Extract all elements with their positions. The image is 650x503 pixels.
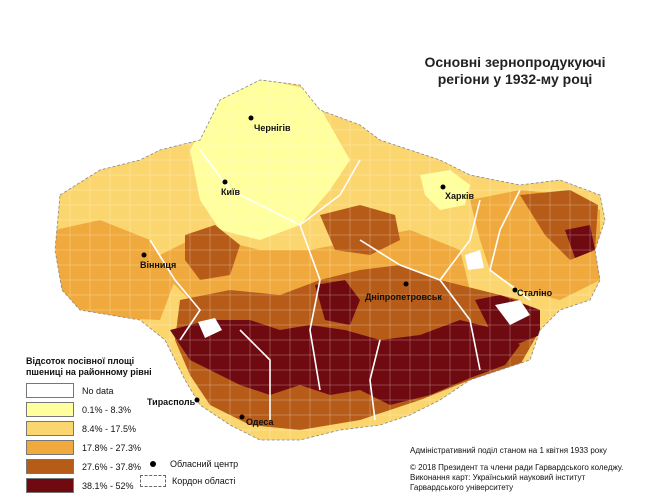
city-stalino: Сталіно xyxy=(512,287,553,298)
legend-swatch xyxy=(26,402,74,417)
city-tiraspol: Тирасполь xyxy=(147,397,200,407)
title-line: регіони у 1932-му році xyxy=(437,71,593,87)
city-label: Чернігів xyxy=(254,123,291,133)
oblast-borders xyxy=(149,149,531,421)
legend-title: Відсоток посівної площі пшениці на район… xyxy=(26,356,196,378)
legend-swatch xyxy=(26,383,74,398)
border-label: Кордон області xyxy=(172,475,236,486)
city-dot xyxy=(141,252,147,258)
credit-line: Виконання карт: Український науковий інс… xyxy=(410,473,586,482)
credit-line: © 2018 Президент та члени ради Гарвардсь… xyxy=(410,463,624,472)
region-nodata-2 xyxy=(495,300,530,325)
city-label: Одеса xyxy=(246,417,274,427)
region-south-darkred xyxy=(170,320,520,405)
legend-swatch xyxy=(26,459,74,474)
city-dot xyxy=(403,281,409,287)
city-dot xyxy=(512,287,518,293)
city-dot xyxy=(222,179,228,185)
region-vinnytsia-brown xyxy=(185,225,240,280)
center-dot-icon xyxy=(150,460,156,467)
city-label: Харків xyxy=(445,191,475,201)
legend-label: 8.4% - 17.5% xyxy=(82,423,137,434)
city-dot xyxy=(239,414,245,420)
legend-center: Обласний центр xyxy=(140,455,238,472)
legend: Відсоток посівної площі пшениці на район… xyxy=(26,356,196,494)
outer-border xyxy=(54,79,606,441)
city-dot xyxy=(194,397,200,403)
legend-item: 8.4% - 17.5% xyxy=(26,420,196,437)
city-label: Тирасполь xyxy=(147,397,196,407)
city-kharkiv: Харків xyxy=(440,184,475,201)
city-odesa: Одеса xyxy=(239,414,274,427)
region-dnipro-darkred xyxy=(315,280,360,325)
admin-note: Адміністративний поділ станом на 1 квітн… xyxy=(410,446,607,455)
city-dot xyxy=(440,184,446,190)
credit-line: Гарвардського університету xyxy=(410,483,514,492)
credits: © 2018 Президент та члени ради Гарвардсь… xyxy=(410,463,623,493)
city-dnipropetrovsk: Дніпропетровськ xyxy=(365,281,442,302)
city-chernihiv: Чернігів xyxy=(248,115,291,133)
city-label: Київ xyxy=(221,187,241,197)
legend-item: 0.1% - 8.3% xyxy=(26,401,196,418)
region-luhansk-darkred xyxy=(565,225,595,258)
legend-item: 27.6% - 37.8% xyxy=(26,458,196,475)
legend-label: 27.6% - 37.8% xyxy=(82,461,142,472)
legend-title-line: Відсоток посівної площі xyxy=(26,356,135,366)
map-title: Основні зернопродукуючі регіони у 1932-м… xyxy=(400,54,630,88)
center-label: Обласний центр xyxy=(170,458,239,469)
dashed-border-icon xyxy=(140,474,166,487)
legend-label: No data xyxy=(82,385,114,396)
legend-item: No data xyxy=(26,382,196,399)
legend-swatch xyxy=(26,421,74,436)
city-label: Сталіно xyxy=(517,288,553,298)
city-dot xyxy=(248,115,254,121)
city-kyiv: Київ xyxy=(221,179,241,197)
city-vinnytsia: Вінниця xyxy=(140,252,176,270)
title-line: Основні зернопродукуючі xyxy=(424,54,606,70)
legend-swatch xyxy=(26,440,74,455)
legend-symbols: Обласний центр Кордон області xyxy=(140,455,238,489)
legend-swatch xyxy=(26,478,74,493)
legend-item: 17.8% - 27.3% xyxy=(26,439,196,456)
legend-label: 17.8% - 27.3% xyxy=(82,442,142,453)
legend-item: 38.1% - 52% xyxy=(26,477,196,494)
region-poltava-brown xyxy=(320,205,400,255)
legend-border: Кордон області xyxy=(140,472,238,489)
legend-label: 0.1% - 8.3% xyxy=(82,404,132,415)
legend-title-line: пшениці на районному рівні xyxy=(26,367,152,377)
city-label: Дніпропетровськ xyxy=(365,292,442,302)
city-label: Вінниця xyxy=(140,260,176,270)
legend-label: 38.1% - 52% xyxy=(82,480,134,491)
